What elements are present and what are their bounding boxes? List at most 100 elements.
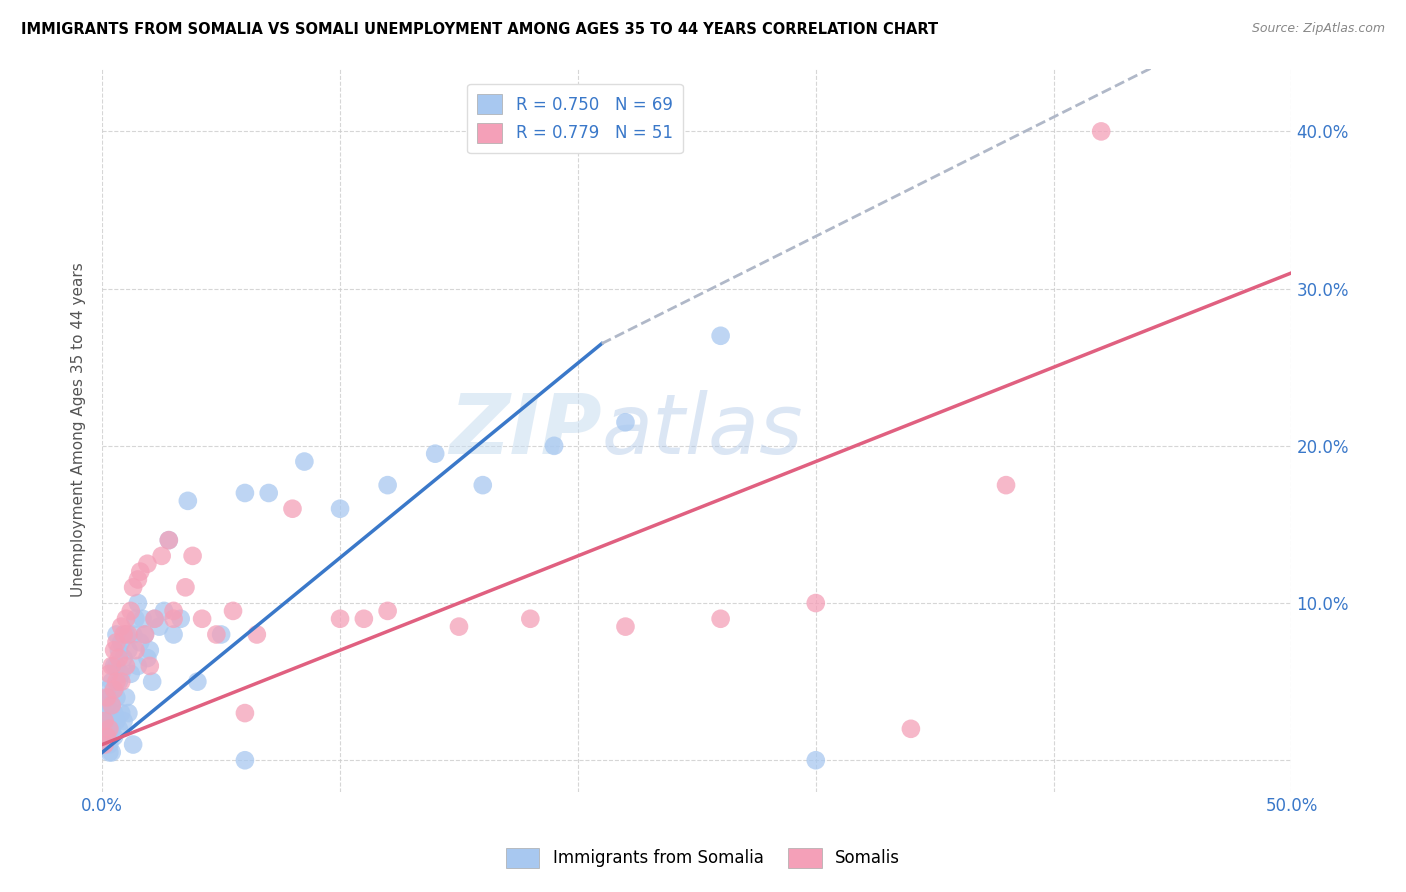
Point	[120, 666, 142, 681]
Point	[122, 738, 145, 752]
Point	[115, 627, 138, 641]
Point	[129, 635, 152, 649]
Point	[103, 682, 125, 697]
Point	[100, 698, 122, 713]
Point	[108, 674, 131, 689]
Point	[127, 596, 149, 610]
Point	[139, 659, 162, 673]
Point	[329, 501, 352, 516]
Point	[900, 722, 922, 736]
Point	[100, 722, 122, 736]
Point	[246, 627, 269, 641]
Point	[804, 596, 827, 610]
Point	[162, 612, 184, 626]
Point	[129, 565, 152, 579]
Point	[100, 659, 122, 673]
Point	[209, 627, 232, 641]
Point	[377, 604, 399, 618]
Point	[110, 619, 132, 633]
Point	[191, 612, 214, 626]
Text: Source: ZipAtlas.com: Source: ZipAtlas.com	[1251, 22, 1385, 36]
Point	[153, 604, 176, 618]
Point	[141, 674, 163, 689]
Point	[170, 612, 193, 626]
Point	[148, 619, 170, 633]
Text: IMMIGRANTS FROM SOMALIA VS SOMALI UNEMPLOYMENT AMONG AGES 35 TO 44 YEARS CORRELA: IMMIGRANTS FROM SOMALIA VS SOMALI UNEMPL…	[21, 22, 938, 37]
Point	[233, 486, 256, 500]
Point	[105, 674, 128, 689]
Point	[136, 557, 159, 571]
Point	[117, 643, 139, 657]
Point	[233, 753, 256, 767]
Point	[93, 738, 115, 752]
Point	[100, 674, 122, 689]
Point	[93, 706, 115, 720]
Text: atlas: atlas	[602, 390, 803, 471]
Point	[233, 706, 256, 720]
Point	[471, 478, 494, 492]
Point	[157, 533, 180, 548]
Point	[134, 627, 156, 641]
Point	[105, 659, 128, 673]
Point	[162, 627, 184, 641]
Point	[96, 730, 118, 744]
Point	[98, 730, 121, 744]
Point	[120, 604, 142, 618]
Point	[93, 714, 115, 728]
Point	[103, 659, 125, 673]
Point	[124, 612, 146, 626]
Point	[127, 573, 149, 587]
Point	[124, 643, 146, 657]
Point	[134, 627, 156, 641]
Point	[105, 690, 128, 705]
Text: ZIP: ZIP	[449, 390, 602, 471]
Point	[105, 635, 128, 649]
Point	[136, 651, 159, 665]
Point	[103, 682, 125, 697]
Point	[117, 706, 139, 720]
Point	[122, 627, 145, 641]
Point	[519, 612, 541, 626]
Legend: Immigrants from Somalia, Somalis: Immigrants from Somalia, Somalis	[499, 841, 907, 875]
Point	[96, 690, 118, 705]
Point	[804, 753, 827, 767]
Point	[710, 612, 733, 626]
Point	[543, 439, 565, 453]
Point	[100, 698, 122, 713]
Point	[139, 643, 162, 657]
Point	[257, 486, 280, 500]
Point	[103, 730, 125, 744]
Point	[150, 549, 173, 563]
Point	[143, 612, 166, 626]
Point	[143, 612, 166, 626]
Point	[108, 643, 131, 657]
Point	[174, 580, 197, 594]
Point	[1090, 124, 1112, 138]
Point	[205, 627, 228, 641]
Point	[93, 722, 115, 736]
Point	[108, 722, 131, 736]
Point	[177, 493, 200, 508]
Point	[112, 651, 135, 665]
Point	[995, 478, 1018, 492]
Point	[108, 651, 131, 665]
Point	[281, 501, 304, 516]
Point	[110, 666, 132, 681]
Point	[110, 674, 132, 689]
Point	[127, 659, 149, 673]
Point	[105, 627, 128, 641]
Point	[98, 745, 121, 759]
Point	[93, 738, 115, 752]
Point	[292, 454, 315, 468]
Point	[222, 604, 245, 618]
Point	[96, 698, 118, 713]
Point	[162, 604, 184, 618]
Point	[122, 580, 145, 594]
Point	[96, 714, 118, 728]
Point	[103, 643, 125, 657]
Point	[115, 690, 138, 705]
Point	[425, 447, 447, 461]
Point	[329, 612, 352, 626]
Point	[98, 738, 121, 752]
Point	[98, 666, 121, 681]
